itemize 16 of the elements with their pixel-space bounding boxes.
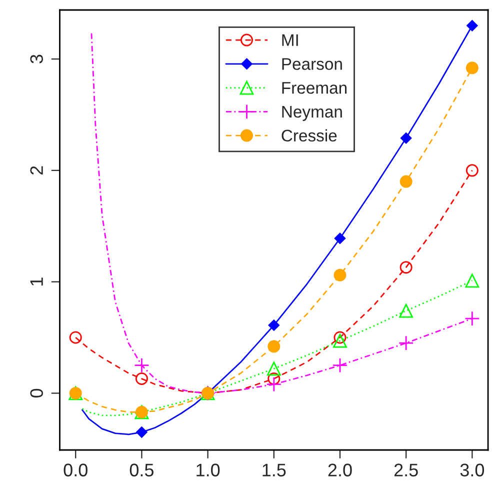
x-tick-label: 2.0 (328, 464, 352, 476)
x-tick-label: 3.0 (460, 464, 484, 476)
y-tick-label: 2 (30, 166, 43, 175)
y-tick-label: 3 (30, 54, 43, 64)
y-tick-label: 1 (30, 278, 43, 286)
legend-label: MI (282, 34, 298, 46)
x-tick-label: 0.0 (64, 464, 88, 476)
y-tick-label: 0 (30, 388, 43, 398)
legend-label: Cressie (282, 129, 337, 142)
x-tick-label: 1.5 (262, 464, 286, 476)
legend-label: Neyman (282, 106, 342, 121)
x-tick-label: 0.5 (130, 464, 154, 476)
legend-label: Pearson (282, 58, 342, 70)
x-tick-label: 1.0 (196, 464, 220, 476)
x-tick-label: 2.5 (394, 464, 418, 476)
legend-label: Freeman (282, 82, 347, 94)
